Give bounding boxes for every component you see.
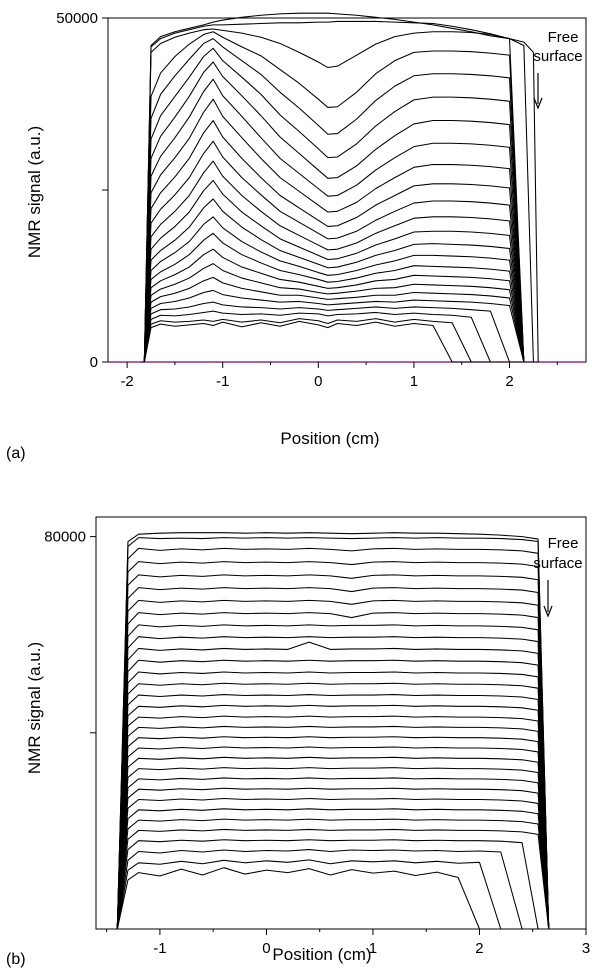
panel-b-series-line-32 — [111, 532, 555, 930]
panel-b-series-line-6 — [111, 818, 555, 930]
panel-a-series-line-2 — [140, 318, 539, 363]
panel-b-x-tick-label-5: 3 — [582, 940, 590, 957]
panel-b-series-line-30 — [111, 547, 555, 930]
panel-a-series-line-21 — [140, 31, 539, 363]
panel-a-annotation-line1: Free — [548, 29, 579, 46]
panel-b-x-tick-label-1: -1 — [153, 940, 166, 957]
panel-a-y-tick-label-3: 50000 — [56, 10, 98, 27]
panel-b-series-group — [111, 532, 555, 930]
panel-b-series-line-19 — [111, 682, 555, 930]
panel-b-x-tick-label-3: 1 — [369, 940, 377, 957]
panel-b-annotation-line1: Free — [548, 535, 579, 552]
panel-a-y-tick-label-1: 0 — [90, 354, 98, 371]
panel-b-series-line-25 — [111, 612, 555, 930]
panel-b-annotation-line2: surface — [533, 555, 582, 572]
panel-b-plot-frame — [95, 516, 587, 930]
panel-a-series-line-20 — [140, 38, 539, 363]
panel-a-x-tick-label-2: -1 — [216, 373, 229, 390]
panel-b-series-line-11 — [111, 767, 555, 930]
panel-a-y-axis-label: NMR signal (a.u.) — [25, 126, 44, 258]
panel-a-series-line-19 — [140, 47, 539, 363]
panel-b-series-line-17 — [111, 704, 555, 930]
panel-a-series-line-9 — [140, 232, 539, 363]
panel-a-series-line-13 — [140, 160, 539, 363]
panel-b-y-tick-label-2: 80000 — [44, 529, 86, 546]
panel-b-series-line-22 — [111, 641, 555, 930]
panel-b-label: (b) — [6, 951, 26, 968]
panel-b-series-line-7 — [111, 808, 555, 930]
panel-a-series-line-18 — [140, 61, 539, 363]
panel-b-x-tick-label-2: 0 — [262, 940, 270, 957]
panel-a-label: (a) — [6, 445, 26, 462]
panel-b-x-tick-label-4: 2 — [475, 940, 483, 957]
panel-b-series-line-4 — [111, 839, 555, 930]
panel-b-series-line-18 — [111, 694, 555, 930]
panel-a-series-line-5 — [140, 289, 539, 363]
panel-b-chart: -1 0 1 2 3 80000 Position (cm) NMR signal (a.… — [6, 516, 590, 968]
panel-a-series-line-16 — [140, 98, 539, 363]
panel-a-series-line-15 — [140, 119, 539, 363]
panel-b-series-line-12 — [111, 756, 555, 930]
panel-a-x-tick-label-3: 0 — [314, 373, 322, 390]
panel-b-series-line-8 — [111, 798, 555, 930]
panel-b-series-line-14 — [111, 736, 555, 930]
panel-b-series-line-9 — [111, 787, 555, 930]
panel-a-annotation-arrow — [533, 73, 543, 110]
panel-b-y-axis-label: NMR signal (a.u.) — [25, 642, 44, 774]
panel-b-series-line-10 — [111, 777, 555, 930]
panel-a-annotation-line2: surface — [533, 48, 582, 65]
panel-b-axes: -1 0 1 2 3 80000 — [44, 529, 590, 957]
panel-b-series-line-21 — [111, 659, 555, 930]
panel-a-chart: -2 -1 0 1 2 0 50000 Position (cm) NMR signal (… — [6, 10, 587, 462]
panel-a-x-tick-label-1: -2 — [120, 373, 133, 390]
panel-a-x-tick-label-4: 1 — [410, 373, 418, 390]
panel-b-series-line-1 — [111, 867, 555, 930]
panel-a-series-line-10 — [140, 216, 539, 363]
panel-b-series-line-29 — [111, 561, 555, 930]
panel-a-series-line-24 — [140, 12, 539, 363]
panel-b-series-line-5 — [111, 828, 555, 930]
panel-b-series-line-2 — [111, 859, 555, 930]
panel-b-series-line-26 — [111, 599, 555, 930]
panel-a-series-line-17 — [140, 78, 539, 363]
panel-b-series-line-3 — [111, 849, 555, 930]
panel-a-series-line-1 — [140, 320, 539, 363]
panel-a-series-line-3 — [140, 310, 539, 363]
panel-b-series-line-20 — [111, 671, 555, 930]
panel-a-x-axis-label: Position (cm) — [280, 429, 379, 448]
panel-b-x-axis-label: Position (cm) — [272, 945, 371, 964]
panel-b-series-line-24 — [111, 624, 555, 930]
panel-a-series-line-7 — [140, 263, 539, 363]
panel-a-series-line-12 — [140, 179, 539, 363]
panel-a-series-line-14 — [140, 140, 539, 363]
panel-a-series-line-8 — [140, 248, 539, 363]
panel-b-series-line-28 — [111, 574, 555, 930]
panel-a-series-line-23 — [140, 20, 539, 363]
panel-b-series-line-27 — [111, 587, 555, 930]
panel-a-series-line-6 — [140, 276, 539, 363]
panel-a-series-line-11 — [140, 198, 539, 363]
panel-b-annotation-arrow — [543, 580, 553, 618]
panel-b-series-line-16 — [111, 715, 555, 930]
panel-a-series-line-4 — [140, 301, 539, 363]
panel-b-series-line-15 — [111, 725, 555, 930]
panel-b-series-line-23 — [111, 636, 555, 930]
panel-b-series-line-13 — [111, 746, 555, 930]
panel-a-x-tick-label-5: 2 — [505, 373, 513, 390]
panel-a-series-group — [108, 12, 586, 363]
panel-b-series-line-31 — [111, 537, 555, 930]
panel-a-axes: -2 -1 0 1 2 0 50000 — [56, 10, 558, 390]
